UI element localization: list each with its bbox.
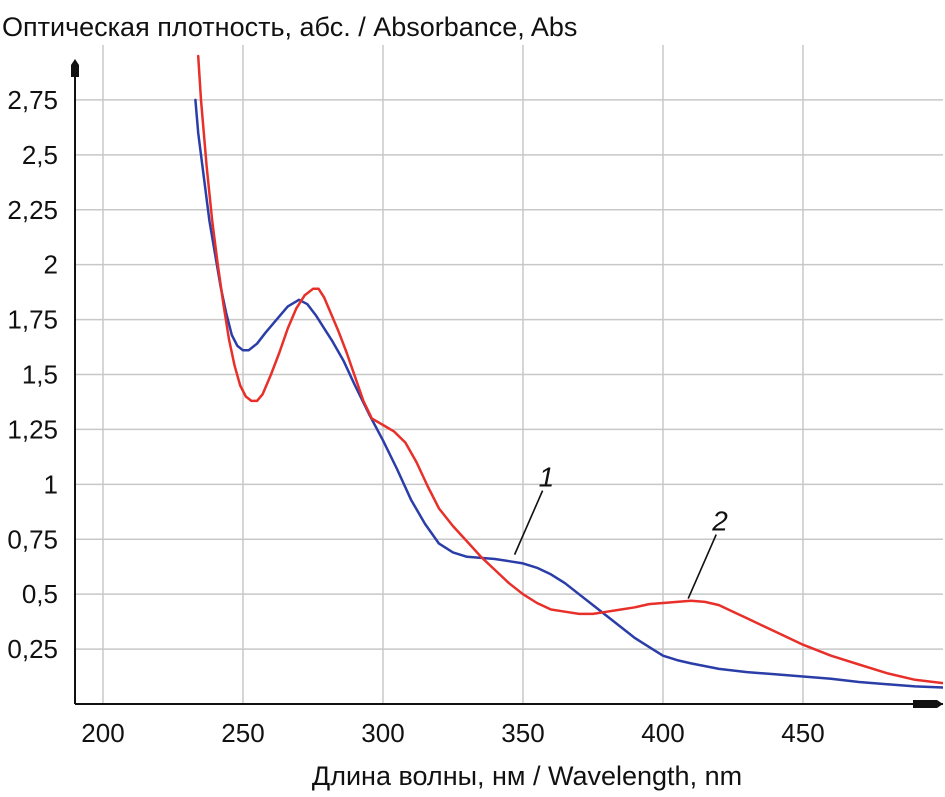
y-tick-label: 1,5 <box>22 360 58 390</box>
x-tick-label: 400 <box>641 718 684 748</box>
series-label-2: 2 <box>711 506 728 537</box>
grid-lines <box>75 45 943 704</box>
y-tick-label: 1,25 <box>7 414 58 444</box>
y-tick-label: 2,25 <box>7 195 58 225</box>
series-line-1 <box>194 98 943 689</box>
annotation-leader-2 <box>687 534 717 599</box>
y-tick-label: 0,25 <box>7 634 58 664</box>
series-annotations: 12 <box>513 462 728 599</box>
y-tick-labels: 0,25 0,5 0,75 1 1,25 1,5 1,75 2 2,25 2,5 2,75 <box>7 85 58 664</box>
x-tick-label: 200 <box>81 718 124 748</box>
series-lines <box>194 54 943 689</box>
x-tick-label: 250 <box>221 718 264 748</box>
x-tick-label: 350 <box>501 718 544 748</box>
y-tick-label: 0,5 <box>22 579 58 609</box>
x-tick-labels: 200 250 300 350 400 450 <box>81 718 824 748</box>
y-tick-label: 2,5 <box>22 140 58 170</box>
y-tick-label: 0,75 <box>7 524 58 554</box>
x-axis-arrow-icon <box>913 700 943 708</box>
y-axis-title: Оптическая плотность, абс. / Absorbance,… <box>2 12 577 42</box>
y-tick-label: 2,75 <box>7 85 58 115</box>
series-label-1: 1 <box>539 462 555 493</box>
y-tick-label: 2 <box>44 250 58 280</box>
series-line-2 <box>196 54 943 685</box>
y-tick-label: 1 <box>44 469 58 499</box>
x-axis-title: Длина волны, нм / Wavelength, nm <box>312 761 742 791</box>
x-tick-label: 300 <box>361 718 404 748</box>
y-tick-label: 1,75 <box>7 305 58 335</box>
y-axis-arrow-icon <box>71 59 79 77</box>
x-tick-label: 450 <box>781 718 824 748</box>
annotation-leader-1 <box>513 490 544 555</box>
